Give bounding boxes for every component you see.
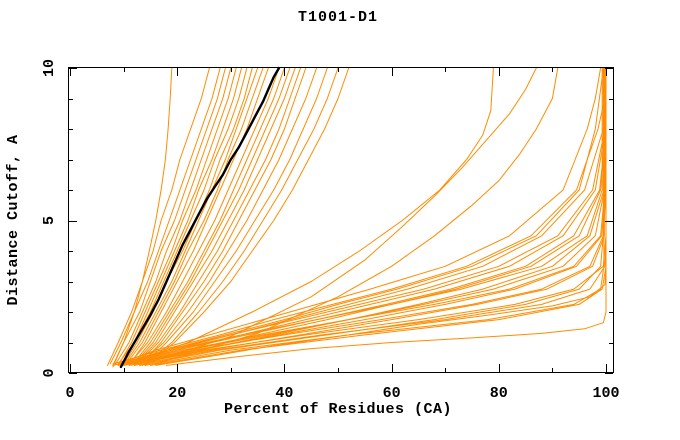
x-tick-label: 60 (383, 385, 401, 402)
x-tick-label: 80 (490, 385, 508, 402)
model-curve (112, 67, 173, 366)
model-curve (155, 67, 559, 365)
model-curve (133, 67, 605, 365)
model-curve (136, 67, 301, 365)
model-curve (117, 67, 602, 365)
model-curve (139, 67, 318, 365)
model-curve (144, 67, 537, 365)
model-curve (117, 67, 237, 366)
model-curve (133, 67, 291, 365)
model-curve (115, 67, 232, 365)
plot-frame-box (68, 67, 614, 373)
y-tick-label: 5 (41, 216, 58, 225)
model-curve (117, 67, 242, 365)
model-curve (139, 67, 307, 366)
highlighted-model-curve (119, 66, 281, 369)
model-curve (128, 67, 280, 365)
model-curve (123, 67, 259, 366)
model-curve (133, 67, 607, 365)
y-tick-label: 10 (41, 59, 58, 77)
x-tick-label: 0 (65, 385, 74, 402)
model-curve (141, 67, 328, 366)
model-curve (149, 67, 607, 366)
model-curve (123, 67, 607, 365)
model-curve (131, 67, 285, 366)
model-curve (128, 67, 269, 366)
model-curve (128, 67, 494, 365)
model-curve (117, 67, 604, 366)
plot-title: T1001-D1 (298, 9, 378, 26)
model-curve (144, 67, 339, 365)
x-tick-label: 40 (275, 385, 293, 402)
model-curve (112, 67, 607, 365)
model-curve (133, 67, 296, 366)
tick-labels: 0 20 40 60 80 100 0 5 10 (41, 59, 620, 402)
model-curve (123, 67, 604, 366)
model-curve (166, 67, 607, 366)
model-curves (107, 66, 607, 369)
model-curve (144, 67, 350, 366)
x-tick-label: 100 (592, 385, 619, 402)
model-curve (125, 67, 264, 365)
y-tick-label: 0 (41, 368, 58, 377)
model-curve (112, 67, 226, 368)
model-curve (109, 67, 221, 365)
model-curve (144, 67, 605, 366)
model-curve (117, 67, 607, 366)
plot-frame (68, 67, 614, 374)
model-curve (107, 67, 210, 366)
model-curve (128, 67, 606, 365)
x-tick-label: 20 (168, 385, 186, 402)
x-axis-label: Percent of Residues (CA) (224, 401, 452, 418)
y-axis-label: Distance Cutoff, A (5, 134, 22, 305)
model-curve (128, 67, 607, 365)
